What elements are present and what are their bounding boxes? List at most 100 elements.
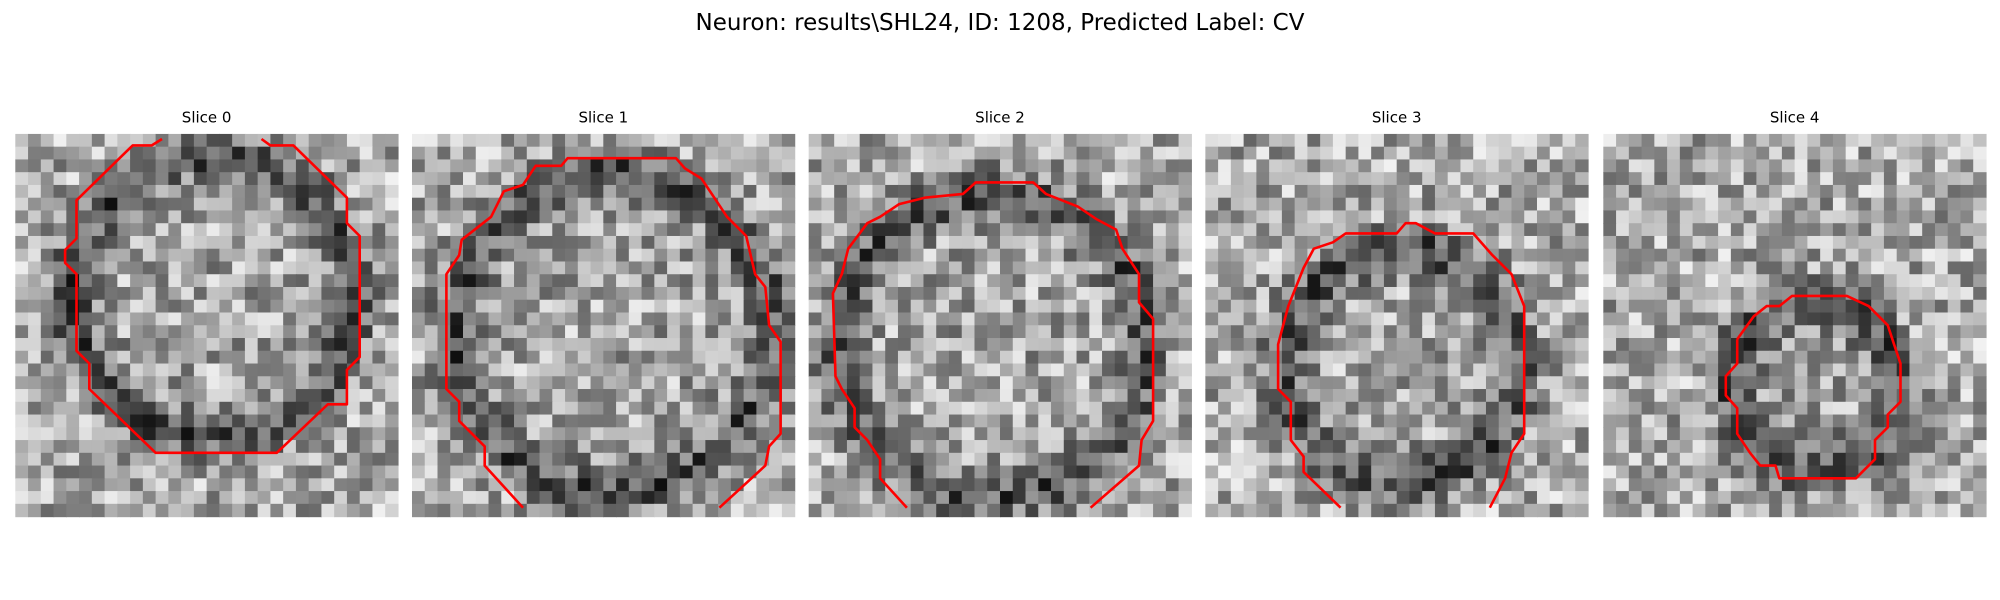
pixel [1447, 261, 1462, 275]
pixel [1140, 338, 1154, 352]
pixel [1076, 299, 1090, 314]
pixel [1973, 478, 1987, 492]
pixel [1524, 159, 1538, 173]
pixel [1511, 184, 1525, 199]
pixel [679, 325, 694, 339]
pixel [488, 261, 502, 275]
pixel [769, 223, 783, 237]
pixel [628, 159, 643, 173]
pixel [1422, 478, 1436, 492]
pixel [463, 299, 477, 314]
pixel [552, 248, 566, 263]
pixel [1256, 363, 1270, 377]
pixel [834, 235, 848, 250]
pixel [641, 312, 655, 326]
pixel [1575, 478, 1589, 492]
pixel [450, 440, 464, 454]
pixel [577, 274, 592, 288]
pixel [1243, 299, 1257, 314]
pixel [1549, 184, 1564, 199]
pixel [1667, 401, 1681, 416]
pixel [859, 452, 874, 467]
pixel [974, 325, 988, 339]
pixel [437, 440, 451, 454]
pixel [987, 465, 1001, 479]
pixel [181, 172, 195, 186]
pixel [1358, 503, 1372, 518]
pixel [385, 401, 399, 416]
pixel [1896, 248, 1911, 263]
pixel [385, 235, 399, 250]
pixel [1845, 235, 1860, 250]
pixel [1473, 350, 1487, 365]
panel-title: Slice 4 [1770, 108, 1820, 126]
pixel [679, 427, 694, 441]
slice-image [808, 133, 1192, 518]
pixel [692, 235, 706, 250]
pixel [283, 325, 297, 339]
pixel [475, 414, 490, 428]
pixel [987, 197, 1001, 212]
pixel [1473, 274, 1487, 288]
pixel [705, 414, 719, 428]
pixel [1422, 133, 1436, 148]
pixel [743, 159, 757, 173]
pixel [552, 235, 566, 250]
pixel [1012, 503, 1027, 518]
pixel [219, 210, 233, 224]
pixel [411, 286, 426, 301]
pixel [910, 503, 925, 518]
pixel [1102, 440, 1116, 454]
pixel [1536, 440, 1551, 454]
pixel [1230, 210, 1245, 224]
pixel [692, 133, 706, 148]
pixel [781, 376, 796, 390]
pixel [308, 146, 323, 161]
pixel [1383, 503, 1398, 518]
pixel [1960, 133, 1974, 148]
pixel [552, 210, 566, 224]
pixel [961, 223, 976, 237]
pixel [1358, 452, 1372, 467]
pixel [616, 248, 630, 263]
pixel [948, 465, 963, 479]
pixel [79, 286, 93, 301]
pixel [821, 389, 835, 403]
pixel [1794, 363, 1808, 377]
pixel [475, 427, 490, 441]
pixel [743, 146, 757, 161]
pixel [1422, 184, 1436, 199]
pixel [1896, 159, 1911, 173]
pixel [834, 440, 848, 454]
pixel [1320, 184, 1334, 199]
pixel [1628, 427, 1643, 441]
pixel [1218, 146, 1232, 161]
pixel [872, 248, 886, 263]
pixel [641, 133, 655, 148]
pixel [1294, 133, 1308, 148]
pixel [385, 389, 399, 403]
pixel [1654, 350, 1668, 365]
pixel [1781, 478, 1796, 492]
pixel [1858, 172, 1872, 186]
pixel [244, 338, 259, 352]
pixel [168, 197, 182, 212]
pixel [1616, 389, 1630, 403]
pixel [1409, 376, 1423, 390]
pixel [1153, 223, 1167, 237]
pixel [1320, 159, 1334, 173]
pixel [1909, 184, 1923, 199]
pixel [1434, 376, 1449, 390]
pixel [603, 274, 617, 288]
pixel [1307, 491, 1321, 505]
pixel [692, 312, 706, 326]
pixel [667, 338, 681, 352]
pixel [1473, 286, 1487, 301]
pixel [974, 210, 988, 224]
pixel [1498, 350, 1513, 365]
pixel [1485, 172, 1500, 186]
pixel [1832, 210, 1847, 224]
pixel [1769, 376, 1783, 390]
pixel [155, 299, 169, 314]
pixel [15, 338, 29, 352]
